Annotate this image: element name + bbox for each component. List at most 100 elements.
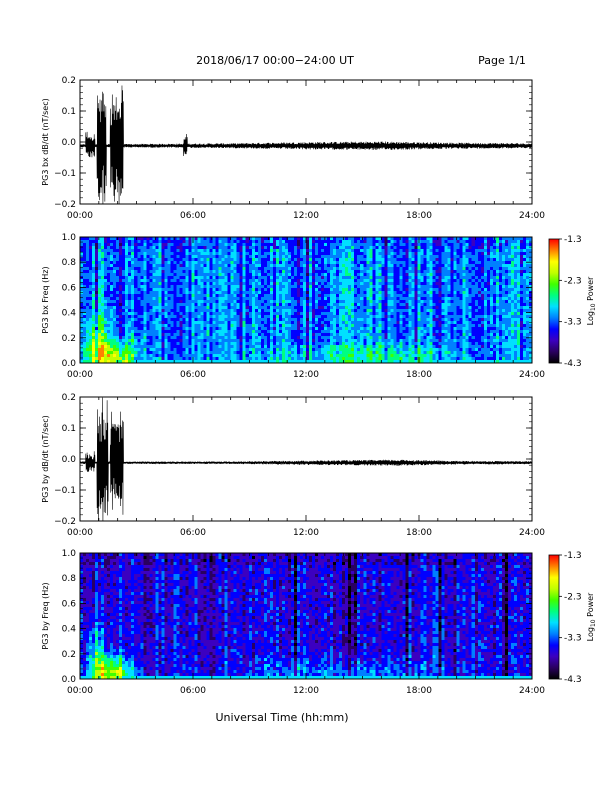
heatmap-cell	[137, 309, 141, 313]
heatmap-cell	[516, 273, 521, 277]
heatmap-cell	[465, 264, 470, 268]
heatmap-cell	[408, 255, 412, 259]
heatmap-cell	[164, 240, 168, 244]
heatmap-cell	[441, 276, 446, 280]
heatmap-cell	[477, 309, 482, 313]
heatmap-cell	[260, 243, 265, 247]
heatmap-cell	[182, 261, 186, 265]
heatmap-cell	[339, 255, 343, 259]
heatmap-cell	[293, 267, 298, 271]
heatmap-cell	[278, 282, 283, 286]
heatmap-cell	[227, 312, 232, 316]
heatmap-cell	[203, 273, 207, 277]
heatmap-cell	[203, 282, 207, 286]
heatmap-cell	[149, 276, 153, 280]
heatmap-cell	[465, 300, 470, 304]
heatmap-cell	[131, 246, 135, 250]
heatmap-cell	[381, 288, 385, 292]
heatmap-cell	[203, 240, 207, 244]
heatmap-cell	[492, 321, 497, 325]
heatmap-cell	[522, 249, 527, 253]
heatmap-cell	[465, 297, 470, 301]
heatmap-cell	[528, 312, 533, 316]
heatmap-cell	[212, 327, 216, 331]
heatmap-cell	[318, 261, 322, 265]
heatmap-cell	[134, 246, 138, 250]
heatmap-cell	[354, 291, 358, 295]
heatmap-cell	[492, 261, 497, 265]
heatmap-cell	[83, 309, 87, 313]
heatmap-cell	[191, 264, 195, 268]
heatmap-cell	[525, 294, 530, 298]
heatmap-cell	[203, 294, 207, 298]
heatmap-cell	[80, 252, 84, 256]
heatmap-cell	[188, 276, 192, 280]
heatmap-cell	[516, 288, 521, 292]
heatmap-cell	[281, 288, 286, 292]
heatmap-cell	[248, 246, 253, 250]
heatmap-cell	[170, 291, 174, 295]
heatmap-cell	[173, 255, 177, 259]
heatmap-cell	[483, 258, 488, 262]
heatmap-cell	[486, 261, 491, 265]
heatmap-cell	[333, 264, 337, 268]
heatmap-cell	[477, 261, 482, 265]
heatmap-cell	[348, 297, 352, 301]
heatmap-cell	[390, 237, 394, 241]
heatmap-cell	[318, 291, 322, 295]
heatmap-cell	[83, 246, 87, 250]
heatmap-cell	[342, 327, 346, 331]
heatmap-cell	[125, 303, 129, 307]
heatmap-cell	[501, 246, 506, 250]
heatmap-cell	[230, 264, 235, 268]
heatmap-cell	[122, 258, 126, 262]
heatmap-cell	[248, 303, 253, 307]
heatmap-cell	[251, 252, 256, 256]
heatmap-cell	[405, 246, 409, 250]
heatmap-cell	[245, 273, 250, 277]
heatmap-cell	[200, 297, 204, 301]
heatmap-cell	[272, 282, 277, 286]
heatmap-cell	[209, 246, 213, 250]
heatmap-cell	[369, 318, 373, 322]
heatmap-cell	[170, 282, 174, 286]
heatmap-cell	[417, 321, 421, 325]
heatmap-cell	[176, 237, 180, 241]
heatmap-cell	[306, 327, 310, 331]
heatmap-cell	[134, 309, 138, 313]
heatmap-cell	[245, 288, 250, 292]
heatmap-cell	[345, 243, 349, 247]
heatmap-cell	[263, 285, 268, 289]
heatmap-cell	[489, 306, 494, 310]
heatmap-cell	[287, 279, 292, 283]
heatmap-cell	[293, 327, 298, 331]
heatmap-cell	[224, 333, 229, 337]
heatmap-cell	[459, 240, 464, 244]
heatmap-cell	[312, 273, 316, 277]
heatmap-cell	[272, 327, 277, 331]
heatmap-cell	[381, 243, 385, 247]
heatmap-cell	[206, 261, 210, 265]
heatmap-cell	[254, 330, 259, 334]
heatmap-cell	[465, 237, 470, 241]
heatmap-cell	[375, 270, 379, 274]
heatmap-cell	[489, 240, 494, 244]
heatmap-cell	[381, 270, 385, 274]
heatmap-cell	[296, 279, 301, 283]
heatmap-cell	[86, 291, 90, 295]
heatmap-cell	[525, 237, 530, 241]
heatmap-cell	[423, 324, 427, 328]
heatmap-cell	[173, 237, 177, 241]
heatmap-cell	[372, 303, 376, 307]
heatmap-cell	[182, 315, 186, 319]
heatmap-cell	[173, 330, 177, 334]
heatmap-cell	[218, 291, 223, 295]
heatmap-cell	[324, 267, 328, 271]
heatmap-cell	[203, 279, 207, 283]
heatmap-cell	[447, 249, 452, 253]
heatmap-cell	[221, 312, 226, 316]
heatmap-cell	[113, 297, 117, 301]
heatmap-cell	[363, 282, 367, 286]
heatmap-cell	[324, 330, 328, 334]
heatmap-cell	[302, 267, 307, 271]
